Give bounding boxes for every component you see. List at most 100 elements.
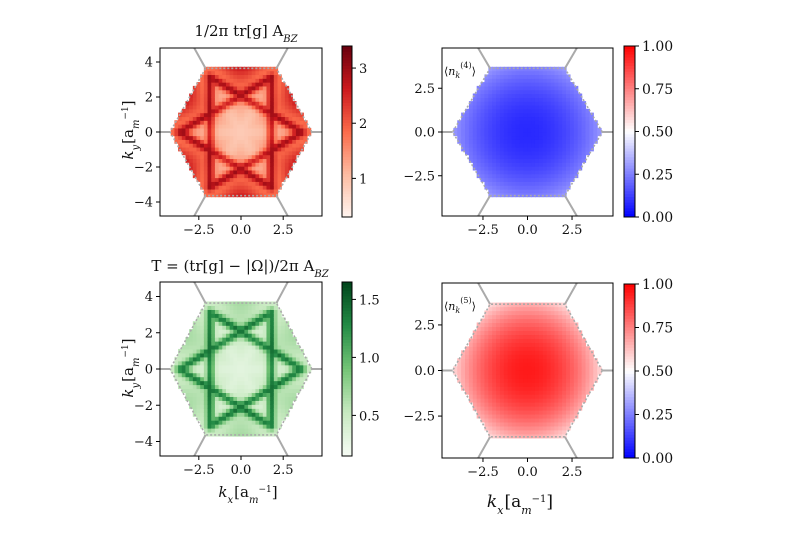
- heatmap-cell: [192, 166, 198, 171]
- heatmap-cell: [251, 416, 257, 421]
- heatmap-cell: [211, 408, 216, 413]
- heatmap-cell: [503, 322, 509, 328]
- heatmap-cell: [476, 135, 482, 140]
- heatmap-cell: [185, 131, 190, 137]
- heatmap-cell: [554, 181, 559, 186]
- heatmap-cell: [207, 321, 212, 326]
- colorbar-swatch: [624, 411, 635, 415]
- heatmap-cell: [200, 352, 205, 358]
- heatmap-cell: [277, 392, 282, 397]
- heatmap-cell: [480, 127, 486, 133]
- heatmap-cell: [222, 384, 227, 390]
- heatmap-cell: [196, 412, 201, 417]
- heatmap-cell: [538, 342, 544, 347]
- heatmap-cell: [248, 317, 253, 322]
- heatmap-cell: [562, 135, 567, 140]
- heatmap-cell: [178, 116, 183, 121]
- heatmap-cell: [542, 322, 548, 328]
- heatmap-cell: [211, 188, 216, 194]
- heatmap-cell: [248, 97, 253, 102]
- heatmap-cell: [284, 135, 290, 140]
- heatmap-cell: [488, 135, 493, 140]
- heatmap-cell: [240, 131, 245, 137]
- heatmap-cell: [211, 162, 216, 167]
- heatmap-cell: [281, 352, 286, 358]
- heatmap-cell: [225, 192, 231, 198]
- heatmap-cell: [589, 358, 594, 363]
- heatmap-cell: [299, 139, 304, 144]
- colorbar-swatch: [624, 85, 635, 90]
- heatmap-cell: [534, 402, 540, 407]
- heatmap-cell: [207, 333, 212, 338]
- heatmap-cell: [255, 85, 260, 91]
- heatmap-cell: [496, 386, 501, 391]
- heatmap-cell: [214, 431, 220, 437]
- heatmap-cell: [554, 177, 559, 182]
- heatmap-cell: [255, 82, 260, 87]
- heatmap-cell: [531, 402, 536, 407]
- heatmap-cell: [492, 177, 497, 182]
- heatmap-cell: [244, 344, 249, 350]
- heatmap-cell: [519, 394, 524, 399]
- heatmap-cell: [299, 360, 304, 366]
- colorbar-swatch: [624, 289, 635, 294]
- heatmap-cell: [503, 362, 509, 367]
- heatmap-cell: [248, 150, 253, 156]
- heatmap-cell: [531, 101, 536, 106]
- heatmap-cell: [218, 420, 223, 425]
- heatmap-cell: [581, 342, 587, 347]
- heatmap-cell: [185, 150, 190, 156]
- heatmap-cell: [284, 124, 290, 129]
- heatmap-cell: [542, 93, 548, 98]
- heatmap-cell: [569, 402, 575, 407]
- heatmap-cell: [538, 116, 544, 121]
- heatmap-cell: [523, 306, 528, 312]
- heatmap-cell: [196, 120, 201, 125]
- heatmap-cell: [492, 302, 497, 308]
- x-tick-label: 0.0: [517, 465, 538, 480]
- heatmap-cell: [214, 380, 220, 386]
- heatmap-cell: [511, 89, 517, 95]
- heatmap-cell: [244, 305, 249, 310]
- heatmap-cell: [511, 306, 517, 312]
- heatmap-cell: [295, 131, 301, 137]
- heatmap-cell: [484, 116, 489, 121]
- heatmap-cell: [577, 378, 583, 383]
- heatmap-cell: [237, 78, 242, 83]
- heatmap-cell: [299, 127, 304, 133]
- heatmap-cell: [248, 70, 253, 76]
- heatmap-cell: [496, 318, 501, 324]
- heatmap-cell: [554, 74, 559, 79]
- heatmap-cell: [273, 108, 279, 114]
- heatmap-cell: [251, 89, 257, 95]
- heatmap-cell: [266, 139, 271, 144]
- heatmap-cell: [519, 402, 524, 407]
- heatmap-cell: [229, 101, 234, 106]
- heatmap-cell: [211, 420, 216, 425]
- heatmap-cell: [229, 317, 234, 322]
- heatmap-cell: [538, 135, 544, 140]
- heatmap-cell: [519, 131, 524, 137]
- heatmap-cell: [196, 364, 201, 370]
- bz-spoke: [476, 48, 491, 69]
- heatmap-cell: [273, 305, 279, 310]
- heatmap-cell: [534, 173, 540, 179]
- x-tick-label: −2.5: [183, 223, 215, 238]
- heatmap-cell: [259, 392, 264, 397]
- heatmap-cell: [496, 158, 501, 163]
- heatmap-cell: [196, 416, 201, 421]
- heatmap-cell: [259, 70, 264, 76]
- heatmap-cell: [499, 318, 505, 324]
- heatmap-cell: [222, 321, 227, 326]
- colorbar-swatch: [624, 63, 635, 67]
- heatmap-cell: [214, 356, 220, 362]
- heatmap-cell: [538, 74, 544, 79]
- heatmap-cell: [196, 108, 201, 114]
- heatmap-cell: [229, 376, 234, 382]
- heatmap-cell: [546, 181, 552, 186]
- y-tick-label: −2: [134, 399, 153, 414]
- heatmap-cell: [511, 358, 517, 363]
- heatmap-cell: [542, 366, 548, 371]
- heatmap-cell: [472, 386, 478, 391]
- heatmap-cell: [492, 370, 497, 375]
